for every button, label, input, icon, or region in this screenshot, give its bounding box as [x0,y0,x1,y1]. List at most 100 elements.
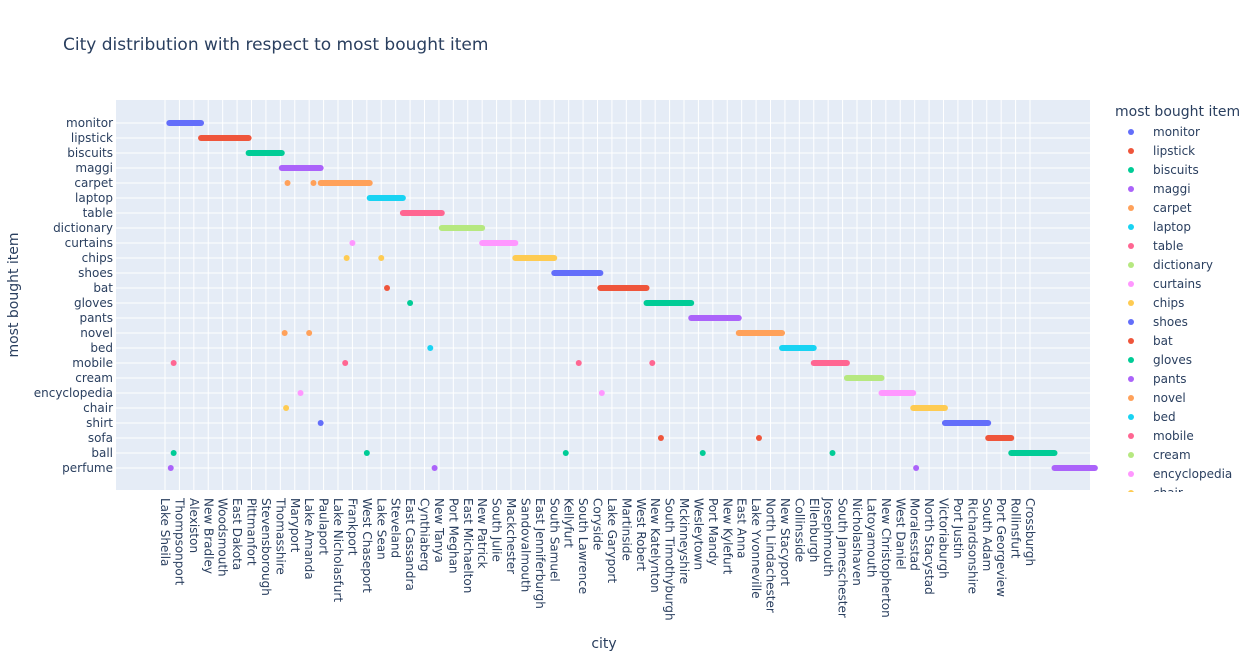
legend-marker [1128,129,1134,135]
legend-marker [1128,376,1134,382]
legend-item-dictionary[interactable]: dictionary [1104,257,1254,276]
x-tick-label: Port Mandy [706,498,720,566]
x-tick-label: Collinsside [792,498,806,562]
data-point-novel[interactable] [306,330,313,336]
legend-item-gloves[interactable]: gloves [1104,352,1254,371]
data-point-perfume[interactable] [167,465,174,471]
x-tick-label: Josephmouth [821,497,835,577]
x-tick-label: New Kylefurt [720,498,734,575]
legend-item-mobile[interactable]: mobile [1104,428,1254,447]
legend-item-biscuits[interactable]: biscuits [1104,162,1254,181]
data-point-ball[interactable] [562,450,569,456]
legend-item-chair[interactable]: chair [1104,485,1254,492]
data-point-chair[interactable] [283,405,290,411]
x-tick-label: Rollinsfurt [1009,498,1023,559]
data-point-carpet[interactable] [284,180,291,186]
legend-label: table [1153,239,1184,253]
legend-item-novel[interactable]: novel [1104,390,1254,409]
data-point-shirt[interactable] [317,420,324,426]
x-tick-label: Lake Sheila [158,498,172,566]
legend-item-bed[interactable]: bed [1104,409,1254,428]
x-tick-label: New Christopherton [879,498,893,618]
legend-item-laptop[interactable]: laptop [1104,219,1254,238]
legend-item-pants[interactable]: pants [1104,371,1254,390]
x-tick-label: Nicholashaven [850,498,864,586]
x-tick-label: East Jenniferburgh [533,498,547,609]
data-point-curtains[interactable] [349,240,356,246]
y-tick-label: bat [93,281,113,295]
x-tick-label: Coryside [591,498,605,550]
data-point-novel[interactable] [281,330,288,336]
data-point-encyclopedia[interactable] [598,390,605,396]
chart-title: City distribution with respect to most b… [63,35,488,55]
x-tick-label: New Stacyport [778,498,792,586]
data-point-mobile[interactable] [649,360,656,366]
legend-item-cream[interactable]: cream [1104,447,1254,466]
x-tick-label: East Anna [735,498,749,558]
x-tick-label: Lake Yvonneville [749,498,763,599]
y-tick-label: mobile [72,356,113,370]
legend-item-bat[interactable]: bat [1104,333,1254,352]
legend[interactable]: monitor lipstick biscuits maggi carpet laptop… [1104,124,1254,492]
data-point-gloves[interactable] [407,300,414,306]
x-tick-label: Lake Sean [374,498,388,560]
legend-marker [1128,167,1134,173]
data-point-perfume[interactable] [913,465,920,471]
legend-item-monitor[interactable]: monitor [1104,124,1254,143]
data-point-chips[interactable] [378,255,385,261]
y-tick-label: chips [82,251,113,265]
data-point-bed[interactable] [427,345,434,351]
x-tick-label: Pittmanfort [245,498,259,566]
legend-label: dictionary [1153,258,1213,272]
data-point-mobile[interactable] [342,360,349,366]
data-point-chips[interactable] [343,255,350,261]
legend-item-lipstick[interactable]: lipstick [1104,143,1254,162]
x-tick-label: Kellyfurt [562,498,576,548]
legend-item-table[interactable]: table [1104,238,1254,257]
x-tick-label: Lake Garyport [605,498,619,583]
data-point-mobile[interactable] [575,360,582,366]
data-point-mobile[interactable] [170,360,177,366]
x-tick-label: Crossburgh [1023,498,1037,566]
x-tick-label: South Adam [980,498,994,571]
legend-item-curtains[interactable]: curtains [1104,276,1254,295]
legend-label: curtains [1153,277,1202,291]
legend-item-maggi[interactable]: maggi [1104,181,1254,200]
x-tick-label: Paulaport [317,498,331,555]
legend-marker [1128,452,1134,458]
data-point-ball[interactable] [829,450,836,456]
legend-item-encyclopedia[interactable]: encyclopedia [1104,466,1254,485]
x-tick-label: Victoriaburgh [937,498,951,579]
data-point-sofa[interactable] [755,435,762,441]
series-segments [166,120,1098,471]
y-tick-label: novel [80,326,113,340]
x-tick-label: Stevensborough [259,498,273,596]
legend-item-carpet[interactable]: carpet [1104,200,1254,219]
x-tick-label: East Michaelton [461,498,475,593]
data-point-ball[interactable] [699,450,706,456]
x-tick-label: Cynthiaberg [418,498,432,571]
x-tick-label: Port Georgeview [994,498,1008,597]
data-point-ball[interactable] [363,450,370,456]
x-tick-label: Richardsonshire [965,498,979,594]
data-point-ball[interactable] [170,450,177,456]
data-point-sofa[interactable] [657,435,664,441]
legend-label: monitor [1153,125,1200,139]
x-tick-label: Steveland [389,498,403,558]
legend-marker [1128,433,1134,439]
data-point-carpet[interactable] [310,180,317,186]
legend-marker [1128,490,1134,492]
legend-marker [1128,471,1134,477]
data-point-encyclopedia[interactable] [297,390,304,396]
x-tick-label: Frankport [345,498,359,556]
legend-marker [1128,395,1134,401]
data-point-bat[interactable] [384,285,391,291]
x-tick-label: Lake Nicholasfurt [331,498,345,602]
x-tick-label: Mckinneyshire [677,498,691,584]
x-tick-label: Alexiston [187,498,201,553]
legend-label: encyclopedia [1153,467,1233,481]
legend-item-shoes[interactable]: shoes [1104,314,1254,333]
data-point-perfume[interactable] [431,465,438,471]
legend-marker [1128,224,1134,230]
legend-item-chips[interactable]: chips [1104,295,1254,314]
